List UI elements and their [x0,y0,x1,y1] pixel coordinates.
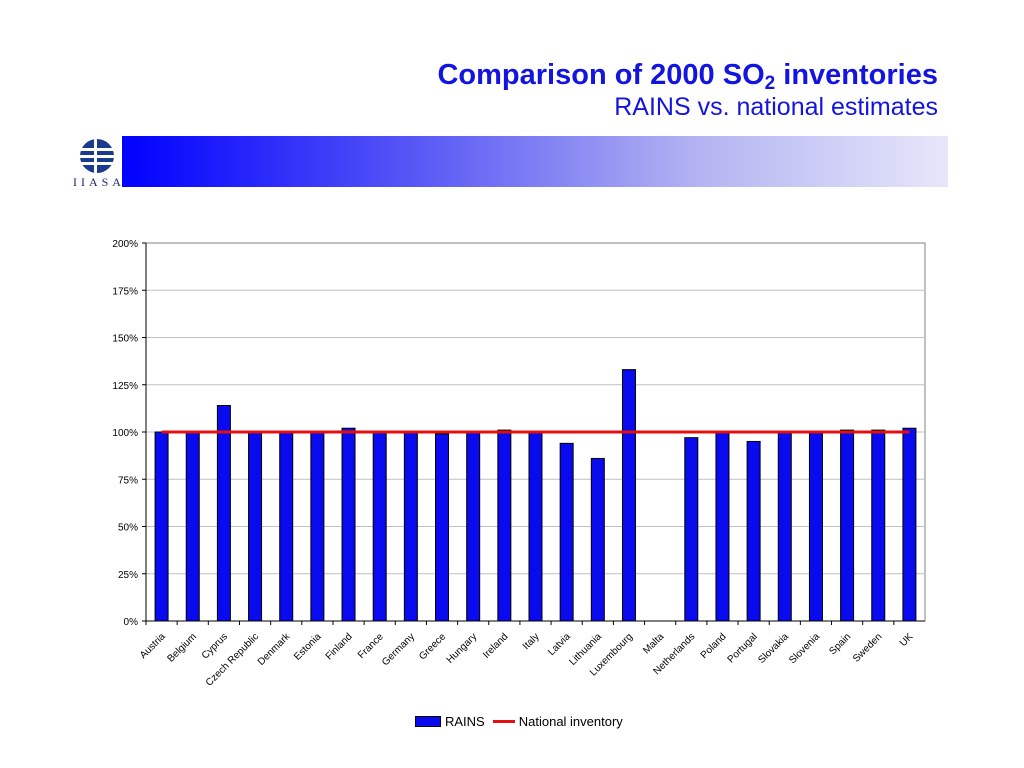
x-tick-label: Cyprus [200,631,230,661]
x-tick-label: Portugal [726,631,760,665]
x-tick-label: Estonia [292,631,324,663]
x-tick-label: Spain [827,631,853,657]
bar-rains [498,430,511,621]
x-tick-label: Greece [417,631,448,662]
x-tick-label: UK [898,631,916,649]
y-tick-label: 125% [112,381,138,392]
bar-rains [716,432,729,621]
legend-bar-swatch [415,716,441,727]
x-tick-label: Malta [641,631,666,656]
x-tick-label: Slovakia [756,631,791,666]
y-tick-label: 200% [112,239,138,250]
x-tick-label: Latvia [546,631,573,658]
bar-rains [685,438,698,621]
bar-rains [436,434,449,621]
x-tick-label: Sweden [851,631,884,664]
bar-chart: 0% 25% 50% 75% 100% 125% 150% 175% 200% AustriaBe… [0,0,1024,768]
bar-rains [809,432,822,621]
bar-rains [467,432,480,621]
bar-rains [373,432,386,621]
bar-rains [872,430,885,621]
legend-national-label: National inventory [519,714,623,729]
bar-rains [404,432,417,621]
x-tick-label: Slovenia [787,631,822,666]
bar-rains [841,430,854,621]
bar-rains [249,432,262,621]
bar-rains [186,432,199,621]
bar-rains [529,432,542,621]
bar-rains [591,458,604,621]
x-tick-label: Poland [699,631,729,661]
chart-legend: RAINS National inventory [415,714,623,729]
x-tick-label: Italy [521,631,542,652]
y-tick-label: 0% [124,617,139,628]
bar-rains [747,441,760,621]
x-tick-label: Hungary [445,631,480,666]
bar-rains [155,432,168,621]
y-tick-label: 50% [118,523,138,534]
x-tick-label: France [356,631,386,661]
x-tick-label: Finland [324,631,355,662]
bar-rains [342,428,355,621]
y-tick-label: 75% [118,475,138,486]
bar-rains [622,370,635,621]
x-tick-label: Germany [380,631,417,668]
bar-rains [903,428,916,621]
x-tick-label: Austria [138,631,168,661]
bar-rains [560,443,573,621]
x-tick-label: Belgium [166,631,199,664]
y-tick-label: 100% [112,428,138,439]
bar-rains [778,432,791,621]
y-tick-label: 150% [112,334,138,345]
x-tick-label: Denmark [256,631,293,668]
x-tick-label: Ireland [481,631,510,660]
legend-rains-label: RAINS [445,714,485,729]
legend-line-swatch [493,720,515,723]
y-tick-label: 175% [112,286,138,297]
bar-rains [217,406,230,621]
bar-rains [311,432,324,621]
y-tick-label: 25% [118,570,138,581]
bar-rains [280,432,293,621]
